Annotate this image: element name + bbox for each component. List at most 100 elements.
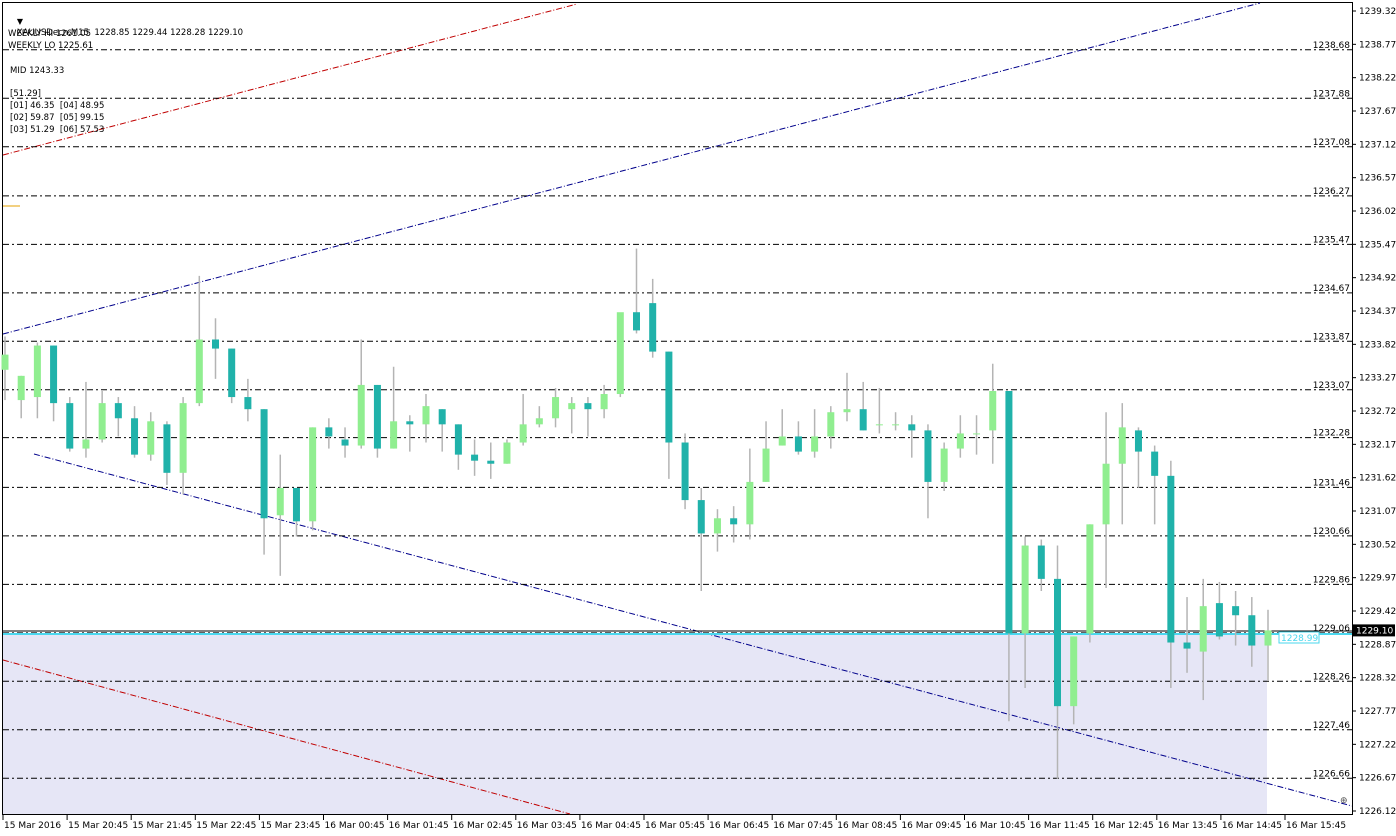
time-tick-label: 16 Mar 04:45 — [581, 821, 641, 831]
candle-body — [762, 448, 770, 482]
candle-body — [195, 339, 203, 404]
time-tick-label: 16 Mar 10:45 — [966, 821, 1026, 831]
candle-body — [908, 424, 916, 431]
candle-body — [519, 424, 527, 443]
candle-body — [600, 394, 608, 410]
extra-price-label: 1228.99 — [1281, 634, 1318, 644]
price-tick-label: 1231.07 — [1359, 507, 1396, 517]
candle-body — [794, 436, 802, 452]
candle-body — [1118, 427, 1126, 464]
time-tick-label: 16 Mar 02:45 — [453, 821, 513, 831]
candle-body — [552, 397, 560, 419]
candle-body — [471, 454, 479, 461]
price-tick-label: 1232.72 — [1359, 407, 1396, 417]
price-tick-label: 1227.22 — [1359, 740, 1396, 750]
candle-body — [276, 487, 284, 516]
blue-trendline-upper — [2, 2, 1261, 335]
collapse-triangle-icon[interactable]: ▼ — [16, 17, 23, 26]
candle-body — [1021, 545, 1029, 634]
time-tick-label: 16 Mar 05:45 — [645, 821, 705, 831]
level-label: 1235.47 — [1313, 235, 1350, 245]
info-weekly-hi: WEEKLY HI 1261.05 — [8, 29, 91, 39]
price-tick-label: 1226.67 — [1359, 774, 1396, 784]
time-tick-label: 16 Mar 13:45 — [1158, 821, 1218, 831]
current-price-box — [1353, 624, 1395, 637]
price-tick-label: 1233.27 — [1359, 374, 1396, 384]
price-tick-label: 1234.92 — [1359, 274, 1396, 284]
candle-body — [1134, 430, 1142, 452]
candle-body — [827, 412, 835, 437]
time-tick-label: 16 Mar 12:45 — [1094, 821, 1154, 831]
time-tick-label: 16 Mar 07:45 — [773, 821, 833, 831]
info-row-3: [03] 51.29 [06] 57.53 — [10, 125, 105, 135]
candle-body — [1070, 636, 1078, 707]
shift-marker-icon: ⊕ — [1340, 796, 1348, 806]
price-tick-label: 1239.32 — [1359, 7, 1396, 17]
extra-price-box — [1278, 631, 1320, 644]
candle-body — [859, 409, 867, 431]
candle-body — [633, 312, 640, 331]
red-trendline-lower — [2, 659, 571, 815]
time-tick-label: 16 Mar 00:45 — [325, 821, 385, 831]
candle-body — [1199, 606, 1207, 652]
price-tick-label: 1232.17 — [1359, 440, 1396, 450]
time-tick-label: 15 Mar 21:45 — [132, 821, 192, 831]
candle-body — [98, 403, 106, 440]
current-price-label: 1229.10 — [1356, 626, 1393, 636]
candle-body — [1183, 642, 1191, 649]
price-tick-label: 1229.97 — [1359, 574, 1396, 584]
candle-body — [438, 409, 446, 425]
candle-body — [778, 436, 786, 446]
level-label: 1226.66 — [1313, 769, 1350, 779]
price-tick-label: 1230.52 — [1359, 540, 1396, 550]
price-tick-label: 1236.57 — [1359, 174, 1396, 184]
time-axis: 15 Mar 2016 15 Mar 20:45 15 Mar 21:45 15 Ma… — [2, 815, 1346, 831]
candle-body — [1248, 615, 1256, 646]
time-tick-label: 16 Mar 08:45 — [837, 821, 897, 831]
candle-body — [341, 439, 349, 446]
price-tick-label: 1237.12 — [1359, 140, 1396, 150]
level-label: 1233.87 — [1313, 332, 1350, 342]
candle-body — [212, 339, 219, 349]
info-row-2: [02] 59.87 [05] 99.15 — [10, 113, 105, 123]
candle-body — [406, 421, 414, 425]
candle-body — [373, 384, 381, 449]
plot-frame — [2, 2, 1353, 815]
candle-body — [811, 436, 819, 452]
candle-body — [989, 391, 997, 431]
candle-body — [50, 345, 58, 404]
price-tick-label: 1235.47 — [1359, 240, 1396, 250]
candle-body — [713, 518, 721, 534]
time-tick-label: 16 Mar 06:45 — [709, 821, 769, 831]
price-tick-label: 1233.82 — [1359, 340, 1396, 350]
candle-body — [244, 397, 252, 410]
candle-body — [179, 403, 187, 473]
candle-body — [163, 424, 171, 473]
candle-body — [535, 418, 543, 425]
candle-body — [697, 500, 705, 534]
price-tick-label: 1234.37 — [1359, 307, 1396, 317]
candle-body — [487, 460, 495, 464]
candle-body — [940, 448, 948, 482]
candle-body — [843, 409, 851, 413]
candle-body — [454, 424, 462, 455]
candle-body — [66, 403, 74, 449]
levels-layer: 1238.68 1237.88 1237.08 1236.27 1235.47 1234.… — [3, 41, 1352, 779]
candle-body — [973, 433, 981, 435]
level-label: 1231.46 — [1313, 478, 1350, 488]
level-label: 1234.67 — [1313, 284, 1350, 294]
price-tick-label: 1236.02 — [1359, 207, 1396, 217]
candle-body — [681, 442, 689, 501]
candle-body — [131, 418, 139, 455]
candle-body — [665, 351, 673, 443]
time-tick-label: 16 Mar 09:45 — [901, 821, 961, 831]
candle-body — [746, 481, 754, 525]
candle-body — [82, 439, 90, 449]
level-label: 1237.08 — [1313, 138, 1350, 148]
candle-body — [1232, 606, 1240, 616]
candle-body — [357, 384, 365, 446]
candle-body — [114, 403, 122, 419]
candle-body — [1264, 630, 1272, 646]
level-label: 1238.68 — [1313, 41, 1350, 51]
time-tick-label: 16 Mar 14:45 — [1222, 821, 1282, 831]
